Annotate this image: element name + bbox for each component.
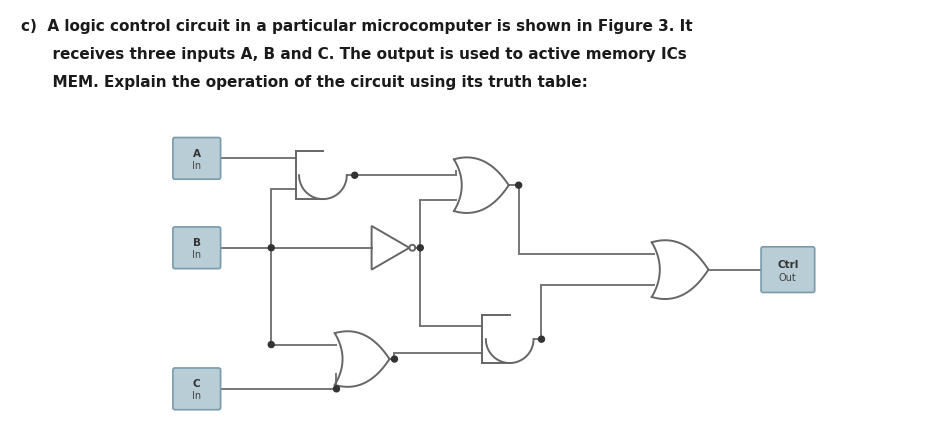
FancyBboxPatch shape	[173, 138, 221, 179]
Text: B: B	[193, 238, 201, 248]
Circle shape	[334, 386, 339, 392]
Circle shape	[539, 336, 544, 342]
Text: MEM. Explain the operation of the circuit using its truth table:: MEM. Explain the operation of the circui…	[21, 75, 588, 90]
Text: C: C	[193, 379, 200, 389]
FancyBboxPatch shape	[761, 247, 815, 293]
Text: Out: Out	[779, 273, 796, 283]
FancyBboxPatch shape	[173, 227, 221, 269]
FancyBboxPatch shape	[173, 368, 221, 410]
Text: Ctrl: Ctrl	[777, 259, 798, 270]
Text: In: In	[192, 391, 201, 401]
Circle shape	[268, 342, 274, 348]
Circle shape	[515, 182, 522, 188]
Text: c)  A logic control circuit in a particular microcomputer is shown in Figure 3. : c) A logic control circuit in a particul…	[21, 19, 692, 34]
Text: In: In	[192, 250, 201, 260]
Text: receives three inputs A, B and C. The output is used to active memory ICs: receives three inputs A, B and C. The ou…	[21, 47, 687, 62]
Circle shape	[268, 245, 274, 251]
Text: A: A	[193, 149, 201, 159]
Circle shape	[391, 356, 398, 362]
Circle shape	[351, 172, 358, 178]
Text: In: In	[192, 161, 201, 171]
Circle shape	[417, 245, 424, 251]
